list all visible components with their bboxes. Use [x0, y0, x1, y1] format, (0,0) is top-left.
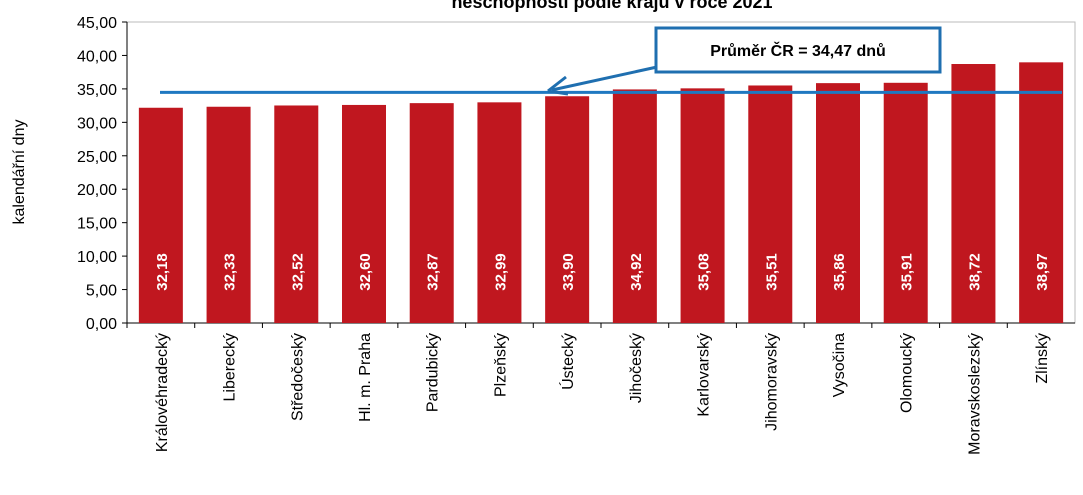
value-label: 34,92: [628, 253, 645, 291]
x-tick-label: Zlínský: [1034, 333, 1051, 384]
x-tick-label: Vysočina: [831, 333, 848, 397]
x-tick-label: Královéhradecký: [154, 333, 171, 452]
bar: [477, 102, 522, 323]
x-tick-label: Středočeský: [289, 333, 306, 421]
y-tick-label: 35,00: [77, 82, 117, 99]
annotation-box: [654, 26, 942, 74]
value-label: 35,91: [899, 253, 916, 291]
y-tick-label: 20,00: [77, 182, 117, 199]
x-tick-label: Olomoucký: [899, 333, 916, 413]
y-tick-label: 10,00: [77, 249, 117, 266]
y-tick-label: 40,00: [77, 48, 117, 65]
x-tick-label: Hl. m. Praha: [357, 333, 374, 422]
x-tick-label: Liberecký: [222, 333, 239, 401]
value-label: 38,72: [966, 253, 983, 291]
x-tick-label: Plzeňský: [492, 333, 509, 397]
annotation-arrow: [551, 65, 658, 92]
value-label: 33,90: [560, 253, 577, 291]
bar: [748, 85, 793, 323]
value-label: 32,18: [154, 253, 171, 291]
value-label: 35,86: [831, 253, 848, 291]
x-tick-label: Jihomoravský: [763, 333, 780, 431]
y-tick-label: 25,00: [77, 149, 117, 166]
value-label: 38,97: [1034, 253, 1051, 291]
bar: [951, 64, 996, 323]
y-tick-label: 0,00: [86, 316, 117, 333]
value-label: 32,52: [289, 253, 306, 291]
bar: [138, 107, 183, 323]
bar: [274, 105, 319, 324]
bar: [206, 106, 251, 323]
bar: [680, 88, 725, 323]
value-label: 32,60: [357, 253, 374, 291]
annotation: Průměr ČR = 34,47 dnů: [710, 41, 886, 60]
bar: [883, 82, 928, 323]
bar: [545, 96, 590, 323]
arrow-head: [547, 75, 569, 96]
bar: [612, 89, 657, 323]
bar: [1019, 62, 1064, 324]
bar: [816, 83, 860, 323]
bar: [342, 104, 386, 323]
value-label: 32,87: [425, 253, 442, 291]
y-tick-label: 15,00: [77, 216, 117, 233]
x-tick-label: Jihočeský: [628, 333, 645, 403]
y-axis-label: kalendářní dny: [11, 120, 28, 225]
bar: [409, 103, 454, 323]
value-label: 32,99: [492, 253, 509, 291]
chart-title: neschopnosti podle krajů v roce 2021: [451, 0, 772, 12]
value-label: 32,33: [222, 253, 239, 291]
x-tick-label: Moravskoslezský: [966, 333, 983, 455]
y-tick-label: 45,00: [77, 15, 117, 32]
value-label: 35,51: [763, 253, 780, 291]
value-label: 35,08: [696, 253, 713, 291]
y-tick-label: 30,00: [77, 115, 117, 132]
x-tick-label: Ústecký: [558, 333, 577, 390]
x-tick-label: Pardubický: [425, 333, 442, 412]
x-tick-label: Karlovarský: [696, 333, 713, 417]
y-tick-label: 5,00: [86, 283, 117, 300]
